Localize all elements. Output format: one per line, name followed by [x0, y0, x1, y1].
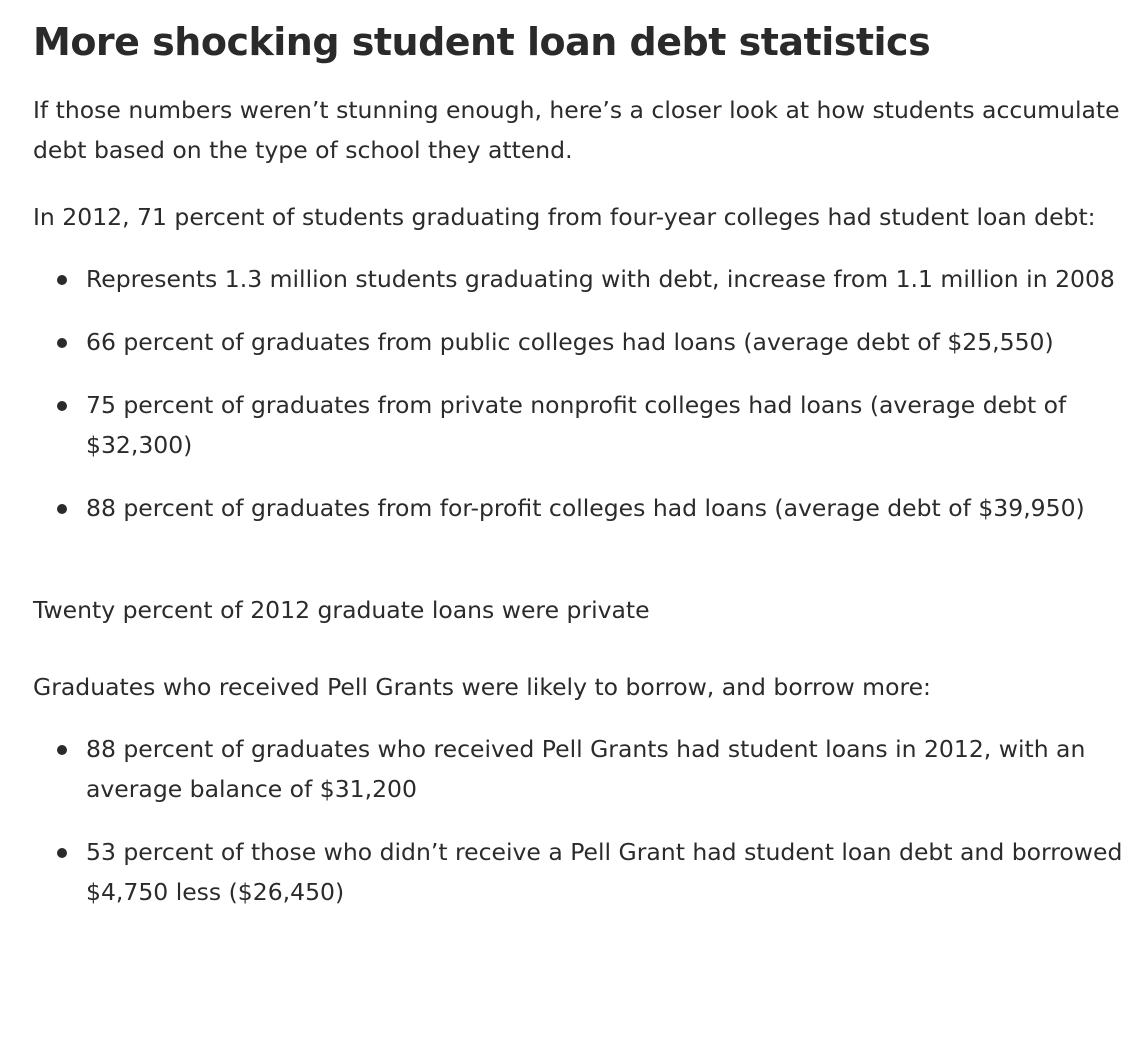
- intro-paragraph: If those numbers weren’t stunning enough…: [33, 96, 1120, 164]
- list-item: 88 percent of graduates who received Pel…: [33, 729, 1123, 809]
- list-item: 66 percent of graduates from public coll…: [33, 322, 1123, 362]
- list-item: 53 percent of those who didn’t receive a…: [33, 832, 1123, 912]
- list-item-text: Represents 1.3 million students graduati…: [86, 265, 1115, 293]
- four-year-colleges-list: Represents 1.3 million students graduati…: [33, 259, 1123, 528]
- bullet-icon: [57, 745, 67, 755]
- bullet-icon: [57, 338, 67, 348]
- bullet-icon: [57, 401, 67, 411]
- list-item-text: 88 percent of graduates from for-profit …: [86, 494, 1085, 522]
- four-year-colleges-lead: In 2012, 71 percent of students graduati…: [33, 203, 1096, 231]
- bullet-icon: [57, 504, 67, 514]
- list-item: 88 percent of graduates from for-profit …: [33, 488, 1123, 528]
- list-item: 75 percent of graduates from private non…: [33, 385, 1123, 465]
- private-loans-statement: Twenty percent of 2012 graduate loans we…: [33, 596, 650, 624]
- bullet-icon: [57, 275, 67, 285]
- list-item-text: 75 percent of graduates from private non…: [86, 391, 1067, 459]
- list-item-text: 53 percent of those who didn’t receive a…: [86, 838, 1123, 906]
- bullet-icon: [57, 848, 67, 858]
- pell-grants-list: 88 percent of graduates who received Pel…: [33, 729, 1123, 912]
- article-body: More shocking student loan debt statisti…: [33, 20, 1123, 912]
- section-heading: More shocking student loan debt statisti…: [33, 20, 931, 64]
- list-item: Represents 1.3 million students graduati…: [33, 259, 1123, 299]
- pell-grants-lead: Graduates who received Pell Grants were …: [33, 673, 931, 701]
- list-item-text: 88 percent of graduates who received Pel…: [86, 735, 1086, 803]
- list-item-text: 66 percent of graduates from public coll…: [86, 328, 1054, 356]
